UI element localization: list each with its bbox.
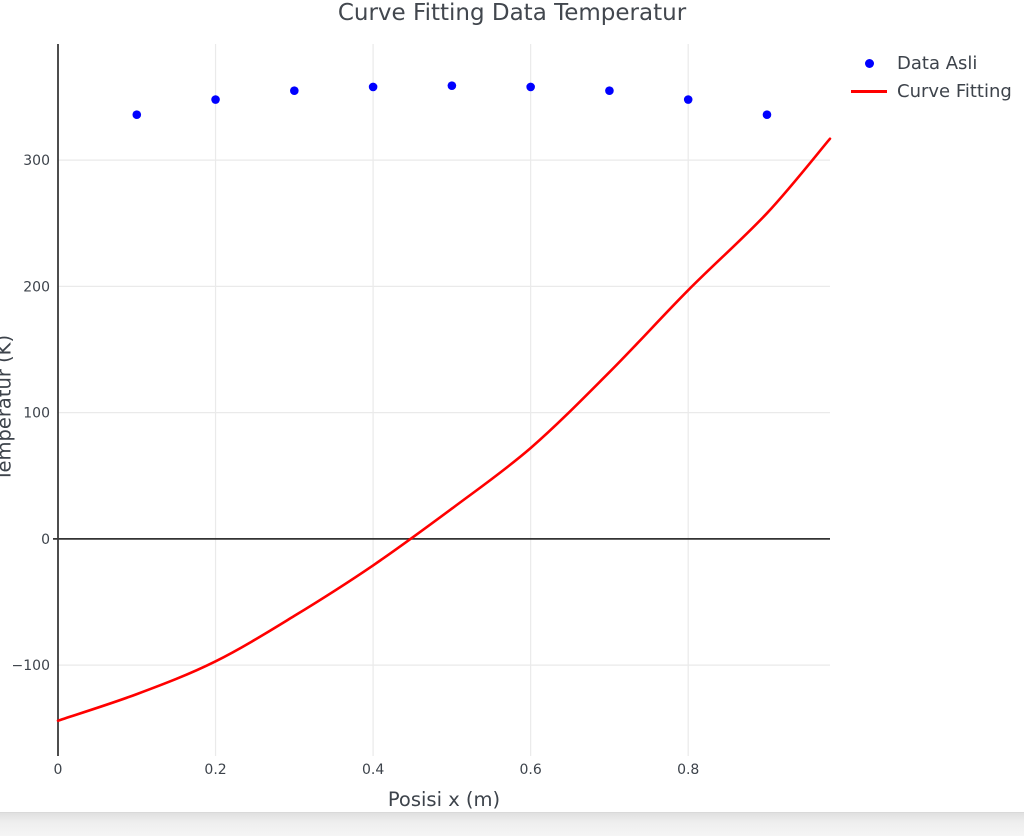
x-tick-label: 0.4 <box>362 762 384 778</box>
fit-curve <box>56 137 832 722</box>
y-tick-label: 200 <box>23 279 50 295</box>
x-tick-label: 0.6 <box>520 762 542 778</box>
legend-marker-box <box>845 58 893 68</box>
y-tick-label: −100 <box>12 658 50 674</box>
data-point <box>447 81 457 90</box>
y-tick-label: 100 <box>23 406 50 422</box>
legend-label-curve-fitting: Curve Fitting <box>897 80 1012 102</box>
legend: Data Asli Curve Fitting <box>845 49 1020 105</box>
data-point <box>368 82 378 92</box>
data-point <box>132 110 142 119</box>
y-axis-label: Temperatur (K) <box>0 334 16 482</box>
data-point <box>683 95 693 104</box>
data-point <box>526 82 535 92</box>
window-bottom-edge <box>0 812 1024 836</box>
y-tick-label: 300 <box>23 153 50 169</box>
y-tick-label: 0 <box>41 532 50 548</box>
legend-marker-box <box>845 89 893 93</box>
legend-label-data-asli: Data Asli <box>897 52 978 74</box>
data-point <box>605 86 614 96</box>
x-tick-label: 0.2 <box>204 762 226 778</box>
x-axis-label: Posisi x (m) <box>387 788 501 811</box>
data-point <box>211 95 220 104</box>
data-point <box>290 86 299 96</box>
data-point <box>762 110 772 119</box>
line-segment-icon <box>851 89 887 93</box>
legend-item-data-asli: Data Asli <box>845 49 1020 77</box>
x-tick-label: 0.8 <box>677 762 699 778</box>
x-tick-label: 0 <box>54 762 63 778</box>
scatter-dot-icon <box>864 58 874 68</box>
chart-title: Curve Fitting Data Temperatur <box>337 0 687 26</box>
legend-item-curve-fitting: Curve Fitting <box>845 77 1020 105</box>
